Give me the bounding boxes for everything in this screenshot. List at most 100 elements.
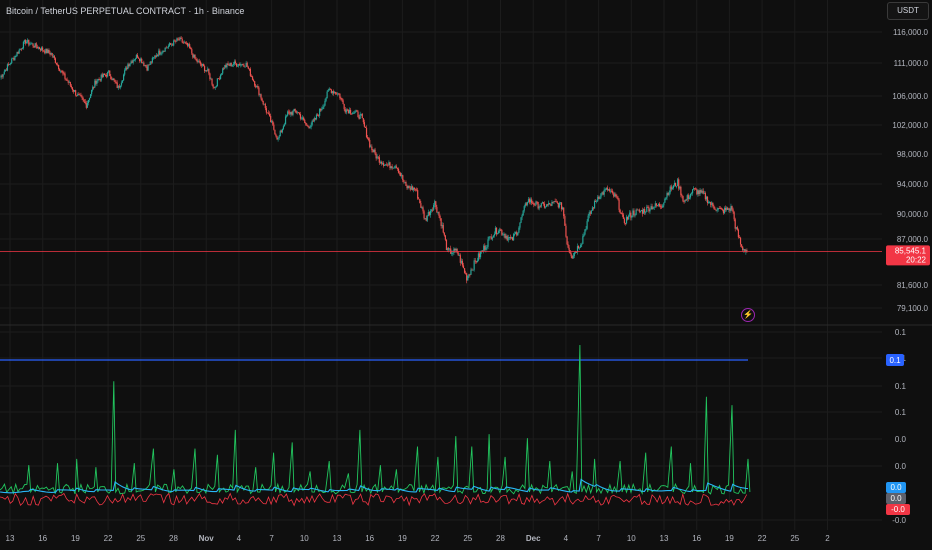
candle-body [681, 195, 683, 197]
candle-body [231, 64, 233, 67]
candle-body [621, 213, 623, 215]
candle-body [140, 58, 142, 61]
candle-body [85, 103, 87, 108]
candle-body [151, 57, 153, 63]
candle-body [120, 82, 123, 86]
candle-body [205, 70, 207, 72]
candle-body [224, 65, 226, 69]
candle-body [713, 206, 715, 209]
candle-body [34, 43, 36, 48]
candle-body [194, 54, 196, 59]
candle-body [104, 75, 107, 76]
candle-body [30, 43, 32, 45]
lightning-icon[interactable]: ⚡ [741, 308, 755, 322]
candle-body [281, 128, 283, 133]
candle-body [218, 78, 221, 80]
candle-body [72, 89, 75, 92]
candle-body [225, 65, 227, 68]
candle-body [558, 203, 561, 208]
x-tick-label: 28 [496, 534, 505, 543]
candle-body [98, 78, 100, 80]
x-tick-label: 16 [38, 534, 47, 543]
candle-body [507, 237, 509, 241]
candle-body [62, 71, 64, 74]
candle-body [228, 64, 230, 66]
candle-body [261, 98, 263, 101]
candle-body [466, 273, 468, 281]
candle-body [652, 207, 654, 210]
candle-body [99, 79, 101, 81]
candle-body [79, 94, 81, 96]
candle-body [145, 64, 147, 67]
candle-body [690, 193, 693, 195]
candle-body [351, 113, 353, 115]
x-tick-label: 22 [104, 534, 113, 543]
candle-body [327, 90, 329, 92]
candle-body [735, 227, 737, 229]
currency-button[interactable]: USDT [887, 2, 929, 20]
candle-body [203, 66, 206, 72]
candle-body [532, 203, 534, 204]
candle-body [183, 42, 185, 44]
candle-body [488, 236, 490, 240]
candle-body [358, 117, 360, 119]
candle-body [398, 172, 401, 174]
candle-body [181, 38, 183, 43]
candle-body [469, 274, 471, 276]
candle-body [687, 195, 689, 199]
candle-body [353, 112, 355, 114]
candle-body [131, 61, 133, 63]
candle-body [446, 248, 449, 251]
candle-body [308, 126, 310, 128]
candle-body [344, 109, 346, 113]
candle-body [628, 215, 630, 220]
candle-body [483, 245, 485, 251]
candle-body [245, 62, 247, 67]
candle-body [665, 197, 667, 199]
candle-body [201, 64, 204, 66]
candle-body [361, 113, 363, 119]
candle-body [553, 201, 555, 203]
candle-body [161, 52, 163, 54]
candle-body [602, 192, 604, 195]
candle-body [287, 111, 289, 116]
candle-body [263, 103, 265, 105]
candle-body [262, 100, 264, 105]
candle-body [109, 70, 111, 76]
candle-body [642, 208, 645, 214]
candle-body [563, 207, 565, 217]
candle-body [258, 87, 260, 95]
candle-body [88, 98, 91, 100]
candle-body [275, 134, 277, 137]
candle-body [677, 179, 679, 186]
candle-body [721, 208, 724, 210]
x-tick-label: 10 [300, 534, 309, 543]
candle-body [187, 44, 190, 46]
candle-body [329, 88, 331, 90]
candle-body [375, 153, 377, 159]
candle-body [333, 92, 336, 94]
red-value-label: -0.0 [891, 505, 905, 514]
candle-body [283, 124, 286, 127]
candle-body [330, 89, 332, 94]
candle-body [160, 53, 162, 55]
candle-body [126, 67, 128, 70]
candle-body [416, 189, 418, 191]
candle-body [411, 186, 413, 191]
candle-body [548, 202, 550, 206]
candle-body [456, 248, 458, 253]
candle-body [420, 203, 422, 208]
candle-body [433, 204, 435, 210]
candle-body [112, 78, 114, 81]
candle-body [68, 81, 70, 83]
candle-body [542, 202, 545, 204]
x-tick-label: Nov [199, 534, 215, 543]
candle-body [589, 212, 591, 214]
x-tick-label: 16 [365, 534, 374, 543]
candle-body [144, 64, 146, 66]
candle-body [347, 110, 350, 114]
oscillator-series [0, 344, 751, 507]
x-tick-label: 19 [725, 534, 734, 543]
candle-body [101, 74, 103, 78]
candle-body [210, 78, 212, 80]
